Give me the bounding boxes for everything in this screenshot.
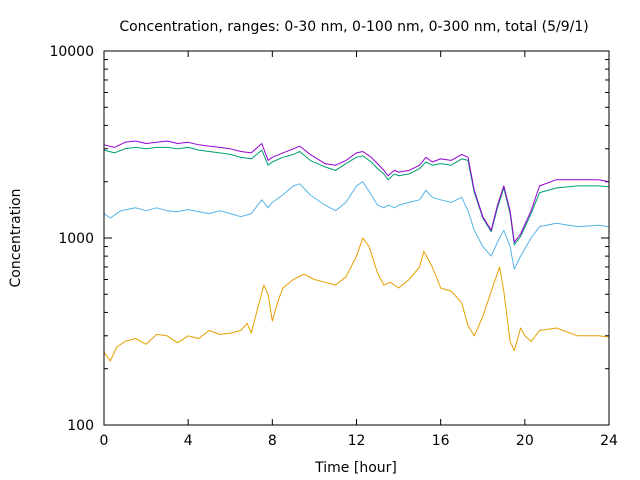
chart-title: Concentration, ranges: 0-30 nm, 0-100 nm…: [119, 19, 588, 35]
x-tick-label: 8: [268, 433, 277, 449]
series-lines: [103, 140, 610, 362]
y-tick-label: 10000: [49, 44, 94, 60]
x-tick-label: 0: [100, 433, 109, 449]
series-line-2: [103, 146, 610, 246]
series-line-1: [103, 140, 610, 243]
x-tick-label: 24: [600, 433, 618, 449]
y-tick-label: 1000: [58, 231, 94, 247]
y-tick-label: 100: [67, 418, 94, 434]
series-line-3: [103, 181, 610, 270]
x-tick-label: 4: [184, 433, 193, 449]
x-axis-label: Time [hour]: [314, 460, 397, 476]
series-line-4: [103, 237, 610, 362]
x-tick-label: 16: [432, 433, 450, 449]
x-tick-label: 20: [516, 433, 534, 449]
x-tick-label: 12: [348, 433, 366, 449]
y-axis-ticks: 100 1000 10000: [49, 44, 609, 434]
y-axis-label: Concentration: [8, 188, 24, 287]
plot-frame: [103, 50, 610, 426]
